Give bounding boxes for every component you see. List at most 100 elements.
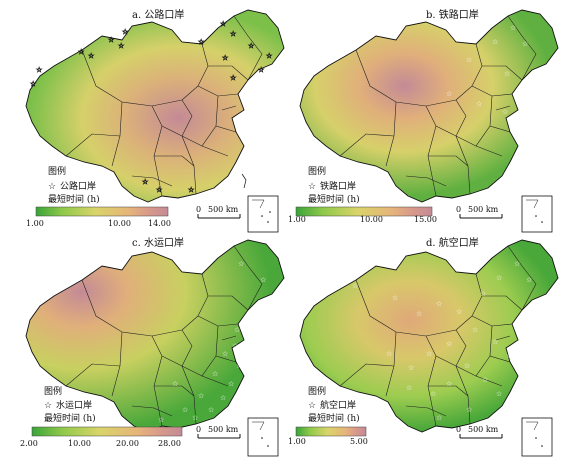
tick-0: 1.00 [288, 437, 306, 446]
panel-a: a. 公路口岸 ☆☆☆ ☆☆☆ ☆☆☆ ☆☆☆ ☆☆☆ ☆☆☆ 图例 ☆ 公路口… [25, 8, 285, 233]
svg-text:☆: ☆ [238, 260, 244, 268]
panel-c: c. 水运口岸 ☆☆☆ ☆☆☆ ☆☆☆ ☆☆☆ ☆☆☆ ☆ 图例 ☆ 水运口岸 … [20, 237, 285, 457]
legend-item: 航空口岸 [320, 399, 356, 411]
legend-heading: 图例 [44, 385, 62, 397]
legend-metric: 最短时间 (h) [48, 193, 100, 205]
panel-a-scale-bar: 0 500 km [196, 205, 241, 219]
svg-text:☆: ☆ [198, 38, 204, 46]
legend-heading: 图例 [308, 165, 326, 177]
svg-text:☆: ☆ [198, 392, 204, 400]
svg-text:☆: ☆ [156, 186, 162, 194]
tick-1: 10.00 [360, 215, 383, 224]
legend-heading: 图例 [48, 165, 66, 177]
svg-text:☆: ☆ [230, 30, 236, 38]
panel-c-inset [247, 417, 279, 457]
panel-c-title: c. 水运口岸 [132, 237, 184, 249]
svg-text:☆: ☆ [260, 276, 266, 284]
svg-text:☆: ☆ [236, 362, 242, 370]
panel-d-title: d. 航空口岸 [426, 236, 479, 249]
legend-metric: 最短时间 (h) [44, 412, 96, 424]
svg-text:☆: ☆ [476, 100, 482, 108]
svg-text:☆: ☆ [506, 352, 512, 360]
panel-b-port-markers: ☆ ☆ ☆ ☆ ☆ ☆ ☆ ☆ [446, 24, 528, 116]
svg-text:☆: ☆ [108, 36, 114, 44]
svg-text:☆: ☆ [36, 66, 42, 74]
svg-text:☆: ☆ [514, 260, 520, 268]
svg-text:☆: ☆ [502, 108, 508, 116]
tick-1: 10.00 [108, 219, 131, 228]
legend-item: 公路口岸 [60, 180, 96, 192]
tick-2: 20.00 [116, 439, 139, 448]
svg-text:☆: ☆ [188, 186, 194, 194]
svg-text:☆: ☆ [142, 178, 148, 186]
scale-distance: 500 km [208, 205, 239, 214]
svg-text:☆: ☆ [118, 42, 124, 50]
svg-text:☆: ☆ [222, 54, 228, 62]
star-icon: ☆ [48, 182, 56, 192]
panel-a-legend: 图例 ☆ 公路口岸 最短时间 (h) 1.00 10.00 14.00 [26, 165, 171, 228]
svg-text:☆: ☆ [172, 380, 178, 388]
svg-text:☆: ☆ [436, 300, 442, 308]
legend-metric: 最短时间 (h) [308, 193, 360, 205]
svg-text:☆: ☆ [232, 342, 238, 350]
svg-text:☆: ☆ [408, 364, 414, 372]
panel-b-scale-bar: 0 500 km [456, 205, 503, 219]
tick-0: 1.00 [288, 215, 306, 224]
svg-text:☆: ☆ [122, 28, 128, 36]
panel-c-port-markers: ☆☆☆ ☆☆☆ ☆☆☆ ☆☆☆ ☆☆☆ ☆ [158, 242, 266, 424]
panel-a-inset [247, 195, 279, 233]
svg-text:☆: ☆ [386, 350, 392, 358]
svg-text:☆: ☆ [492, 38, 498, 46]
star-icon: ☆ [44, 401, 52, 411]
tick-2: 15.00 [414, 215, 437, 224]
scale-zero: 0 [456, 425, 461, 434]
svg-text:☆: ☆ [30, 80, 36, 88]
star-icon: ☆ [308, 182, 316, 192]
tick-0: 2.00 [20, 439, 38, 448]
panel-d: d. 航空口岸 ☆ ☆ ☆ ☆ ☆ ☆ ☆ ☆ ☆ ☆ ☆ ☆ ☆ ☆ ☆ ☆ ☆ ☆ ☆ ☆ ☆ ☆ ☆ ☆ … [288, 236, 559, 457]
svg-text:☆: ☆ [472, 326, 478, 334]
scale-zero: 0 [456, 205, 461, 214]
svg-text:☆: ☆ [352, 282, 358, 290]
svg-text:☆: ☆ [526, 276, 532, 284]
panel-b-legend: 图例 ☆ 铁路口岸 最短时间 (h) 1.00 10.00 15.00 [288, 165, 437, 224]
svg-text:☆: ☆ [220, 20, 226, 28]
svg-text:☆: ☆ [496, 390, 502, 398]
panel-c-scale-bar: 0 500 km [196, 425, 241, 439]
legend-item: 铁路口岸 [320, 180, 356, 192]
panel-b-title: b. 铁路口岸 [426, 8, 479, 21]
legend-item: 水运口岸 [56, 399, 92, 411]
svg-text:☆: ☆ [228, 380, 234, 388]
svg-text:☆: ☆ [426, 350, 432, 358]
svg-text:☆: ☆ [222, 350, 228, 358]
scale-distance: 500 km [468, 205, 499, 214]
svg-text:☆: ☆ [226, 242, 232, 250]
svg-text:☆: ☆ [464, 362, 470, 370]
svg-text:☆: ☆ [522, 40, 528, 48]
color-ramp [31, 426, 183, 437]
svg-text:☆: ☆ [220, 394, 226, 402]
panel-b-inset [521, 195, 553, 233]
svg-text:☆: ☆ [496, 274, 502, 282]
svg-text:☆: ☆ [266, 52, 272, 60]
svg-text:☆: ☆ [230, 74, 236, 82]
scale-distance: 500 km [468, 425, 499, 434]
svg-text:☆: ☆ [466, 406, 472, 414]
svg-text:☆: ☆ [504, 70, 510, 78]
scale-zero: 0 [196, 425, 201, 434]
panel-d-inset [521, 417, 553, 457]
svg-text:☆: ☆ [446, 90, 452, 98]
svg-text:☆: ☆ [234, 326, 240, 334]
scale-distance: 500 km [208, 425, 239, 434]
panel-b-map [299, 9, 559, 203]
svg-text:☆: ☆ [88, 52, 94, 60]
star-icon: ☆ [308, 401, 316, 411]
color-ramp [35, 206, 169, 217]
scale-zero: 0 [196, 205, 201, 214]
svg-text:☆: ☆ [248, 42, 254, 50]
panel-d-legend: 图例 ☆ 航空口岸 最短时间 (h) 1.00 5.00 [288, 385, 368, 446]
svg-text:☆: ☆ [492, 338, 498, 346]
panel-d-scale-bar: 0 500 km [456, 425, 503, 439]
